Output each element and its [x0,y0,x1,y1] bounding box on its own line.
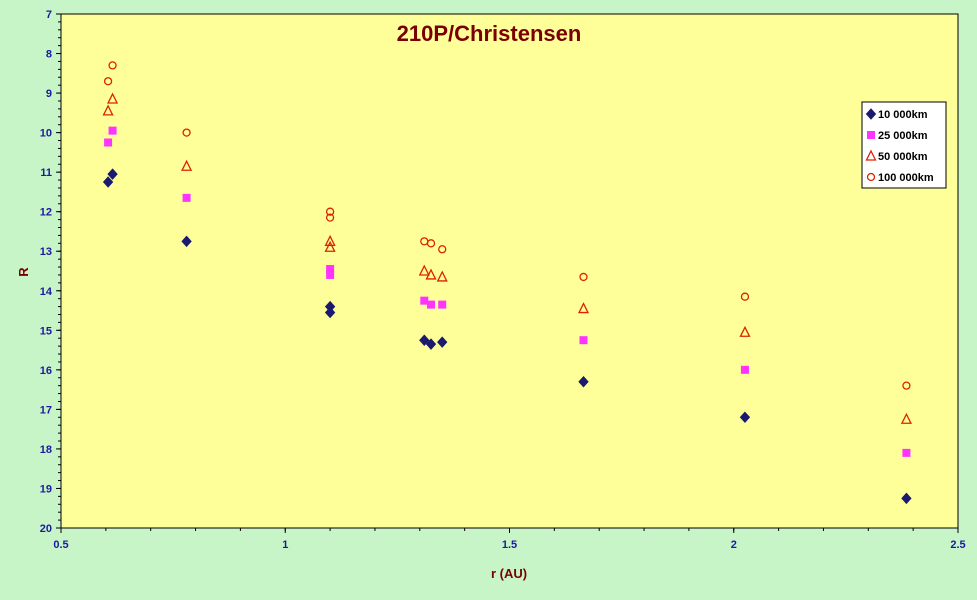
y-tick-label: 20 [40,523,52,535]
data-point [107,168,118,180]
data-point [425,338,437,350]
legend-label: 25 000km [878,130,928,142]
data-point [181,235,192,248]
series-3 [103,61,911,390]
legend-label: 100 000km [878,172,934,184]
data-point [579,272,588,282]
y-tick-label: 8 [46,49,52,61]
x-tick-label: 0.5 [53,539,68,551]
data-point [437,336,448,348]
y-tick-label: 14 [40,286,53,298]
data-point [436,270,448,282]
legend-box [861,101,947,189]
y-tick-label: 18 [40,444,52,456]
data-point [325,213,335,222]
data-point [102,104,114,116]
data-point [108,126,117,135]
y-tick-label: 15 [40,325,52,337]
y-tick-label: 13 [40,246,52,258]
data-point [578,375,589,388]
data-point [901,492,912,505]
legend-marker [867,131,875,139]
y-tick-label: 9 [46,88,52,100]
legend-marker [865,108,877,120]
y-tick-label: 12 [40,207,52,219]
data-point [102,176,114,188]
data-point [739,325,751,337]
x-tick-label: 1.5 [502,539,517,551]
data-point [326,265,335,274]
data-point [579,336,588,345]
data-point [182,193,191,202]
data-point [324,234,336,246]
y-tick-label: 11 [40,167,52,179]
data-point [740,292,750,301]
data-point [577,302,590,314]
data-point [420,296,429,305]
data-point [103,77,113,86]
data-point [325,207,335,216]
y-tick-label: 10 [40,128,52,140]
legend-marker [866,172,876,182]
data-point [324,240,336,252]
axes: 0.5 1 1.5 2 2.5 7 8 9 10 11 12 13 14 15 16 17 18 19 20 [40,9,966,551]
data-points [102,61,912,505]
x-tick-label: 1 [282,539,288,551]
data-point [438,300,447,309]
series-2 [102,92,912,424]
plot-area [60,13,959,529]
data-point [902,381,911,390]
data-point [104,138,113,147]
chart-title: 210P/Christensen [397,21,582,46]
series-0 [102,168,912,505]
data-point [419,334,430,346]
x-axis-label: r (AU) [491,566,527,581]
data-point [739,411,751,424]
data-point [418,264,430,276]
data-point [740,365,749,374]
legend-marker [865,149,877,161]
y-axis-label: R [16,267,31,277]
y-tick-label: 19 [40,483,52,495]
legend: 10 000km 25 000km 50 000km 100 000km [861,101,947,189]
y-tick-label: 16 [40,365,52,377]
data-point [427,300,436,309]
legend-label: 50 000km [878,151,928,163]
x-tick-label: 2.5 [950,539,965,551]
data-point [108,61,117,70]
data-point [107,92,119,104]
data-point [425,268,437,280]
y-tick-label: 7 [46,9,52,21]
data-point [182,128,191,137]
y-tick-label: 17 [40,404,52,416]
data-point [181,159,193,171]
data-point [426,239,436,248]
data-point [326,270,335,279]
x-tick-label: 2 [731,539,737,551]
series-1 [104,126,911,457]
data-point [324,306,336,319]
data-point [438,245,447,254]
legend-label: 10 000km [878,109,928,121]
data-point [902,448,911,457]
data-point [900,412,912,424]
